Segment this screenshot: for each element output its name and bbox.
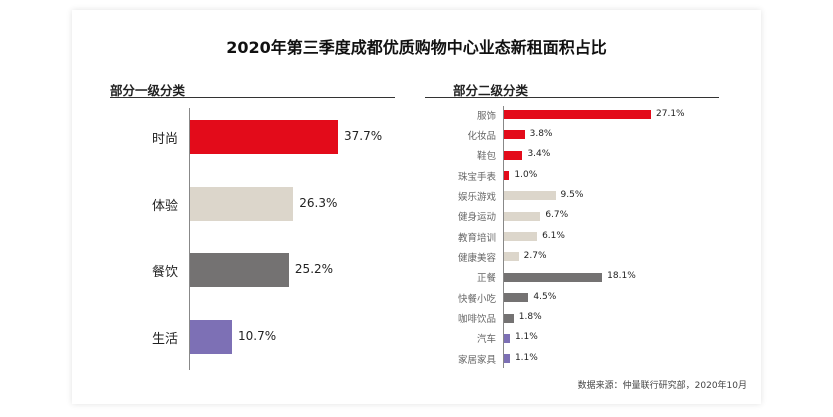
level1-category-label: 生活 xyxy=(151,331,178,347)
level2-value-label: 9.5% xyxy=(560,189,584,200)
level2-category-label: 咖啡饮品 xyxy=(457,314,496,325)
level1-bar xyxy=(190,186,294,221)
level2-category-label: 服饰 xyxy=(476,110,496,122)
level2-category-label: 家居家具 xyxy=(457,354,496,366)
level1-bar xyxy=(190,120,338,154)
level1-value-label: 37.7% xyxy=(344,129,383,143)
level2-bar xyxy=(504,333,510,343)
level2-title-rule xyxy=(425,97,719,98)
chart-title: 2020年第三季度成都优质购物中心业态新租面积占比 xyxy=(226,38,607,57)
level2-bar xyxy=(504,150,523,160)
level2-value-label: 1.1% xyxy=(514,352,538,363)
level2-bar xyxy=(504,313,514,323)
level2-category-label: 汽车 xyxy=(476,334,496,346)
level2-value-label: 4.5% xyxy=(533,291,557,302)
level2-category-label: 娱乐游戏 xyxy=(457,191,496,203)
level2-category-label: 正餐 xyxy=(476,273,496,285)
chart-card xyxy=(72,10,761,404)
level2-bar xyxy=(504,211,541,221)
level2-value-label: 18.1% xyxy=(607,271,636,282)
level2-value-label: 1.8% xyxy=(518,312,542,322)
level1-category-label: 体验 xyxy=(151,198,178,214)
level2-value-label: 6.7% xyxy=(545,210,569,221)
level2-category-label: 化妆品 xyxy=(467,130,496,142)
level2-category-label: 鞋包 xyxy=(476,151,496,163)
level2-bar xyxy=(504,272,603,282)
level2-value-label: 1.1% xyxy=(514,332,538,343)
level1-title-rule xyxy=(110,97,395,98)
level2-value-label: 2.7% xyxy=(523,250,547,261)
level1-value-label: 10.7% xyxy=(238,328,277,343)
level2-category-label: 健康美容 xyxy=(457,252,496,264)
level2-axis xyxy=(503,106,504,368)
level2-bar xyxy=(504,110,651,119)
level1-section-title: 部分一级分类 xyxy=(110,83,186,98)
level2-bar xyxy=(504,191,556,201)
level2-bar xyxy=(504,293,529,303)
level2-value-label: 3.8% xyxy=(529,128,553,139)
level1-bar xyxy=(190,319,232,354)
level2-category-label: 快餐小吃 xyxy=(457,293,496,305)
level1-bar xyxy=(190,253,289,287)
level1-category-label: 餐饮 xyxy=(151,265,178,280)
level2-section-title: 部分二级分类 xyxy=(453,83,529,98)
level2-bar xyxy=(504,252,519,262)
level2-value-label: 6.1% xyxy=(542,230,565,241)
level1-axis xyxy=(189,108,190,370)
data-source-note: 数据来源：仲量联行研究部，2020年10月 xyxy=(577,381,747,391)
level2-category-label: 健身运动 xyxy=(457,212,496,224)
level2-bar xyxy=(504,130,525,140)
level2-category-label: 珠宝手表 xyxy=(457,171,496,183)
level2-value-label: 1.0% xyxy=(514,169,538,180)
level1-value-label: 26.3% xyxy=(299,195,338,210)
level1-category-label: 时尚 xyxy=(151,132,178,147)
level2-bar xyxy=(504,232,538,242)
level2-bar xyxy=(504,171,510,181)
level2-bar xyxy=(504,354,510,364)
level2-category-label: 教育培训 xyxy=(457,232,496,244)
level2-value-label: 27.1% xyxy=(656,108,685,119)
level2-value-label: 3.4% xyxy=(527,149,551,160)
level1-value-label: 25.2% xyxy=(294,262,334,276)
